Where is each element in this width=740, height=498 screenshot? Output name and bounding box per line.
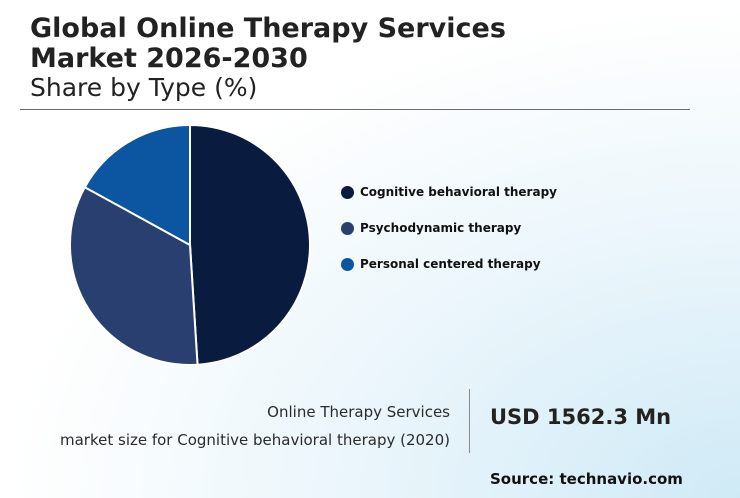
- legend-label: Psychodynamic therapy: [360, 221, 522, 235]
- legend-label: Cognitive behavioral therapy: [360, 185, 557, 199]
- title-divider: [20, 109, 690, 110]
- chart-title: Global Online Therapy Services Market 20…: [30, 13, 506, 74]
- pie-slice-personal-centered: [83, 123, 191, 247]
- chart-legend: Cognitive behavioral therapy Psychodynam…: [341, 174, 557, 282]
- market-size-label-line2: market size for Cognitive behavioral the…: [60, 431, 450, 449]
- market-size-label-line1: Online Therapy Services: [267, 403, 450, 421]
- legend-label: Personal centered therapy: [360, 257, 541, 271]
- pie-slice-cognitive: [189, 123, 311, 366]
- chart-subtitle: Share by Type (%): [30, 73, 258, 102]
- market-size-value: USD 1562.3 Mn: [490, 405, 672, 429]
- market-size-label: Online Therapy Services market size for …: [60, 398, 450, 454]
- legend-item-cognitive: Cognitive behavioral therapy: [341, 174, 557, 210]
- info-divider: [469, 389, 470, 453]
- legend-item-personal-centered: Personal centered therapy: [341, 246, 557, 282]
- legend-swatch: [341, 221, 354, 235]
- legend-item-psychodynamic: Psychodynamic therapy: [341, 210, 557, 246]
- source-credit: Source: technavio.com: [490, 470, 683, 488]
- legend-swatch: [341, 185, 354, 199]
- legend-swatch: [341, 257, 354, 271]
